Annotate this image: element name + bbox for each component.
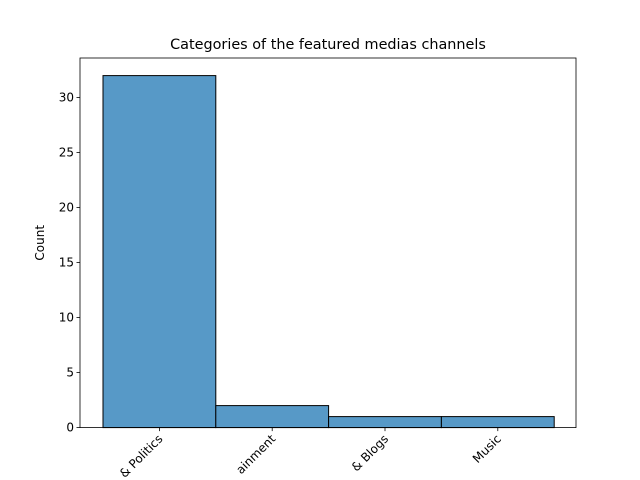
x-tick-label-4: Music xyxy=(470,432,504,466)
y-tick-label-20: 20 xyxy=(59,201,74,215)
bar-1 xyxy=(102,75,217,429)
x-tick-label-2: ainment xyxy=(233,432,278,477)
y-tick-label-10: 10 xyxy=(59,311,74,325)
plot-frame xyxy=(79,57,577,429)
bar-3 xyxy=(328,416,442,429)
y-tick-label-5: 5 xyxy=(66,366,74,380)
bar-2 xyxy=(215,405,330,429)
y-axis: 0 5 10 15 20 25 30 xyxy=(59,91,80,435)
y-tick-label-0: 0 xyxy=(66,421,74,435)
y-tick-label-25: 25 xyxy=(59,146,74,160)
x-axis: & Politics ainment & Blogs Music xyxy=(117,427,504,480)
bars xyxy=(102,75,555,429)
y-axis-label: Count xyxy=(33,225,47,261)
bar-4 xyxy=(440,416,555,429)
chart-title: Categories of the featured medias channe… xyxy=(170,37,486,53)
y-tick-label-15: 15 xyxy=(59,256,74,270)
x-tick-label-1: & Politics xyxy=(117,432,166,480)
y-tick-label-30: 30 xyxy=(59,91,74,105)
x-tick-label-3: & Blogs xyxy=(349,432,391,474)
